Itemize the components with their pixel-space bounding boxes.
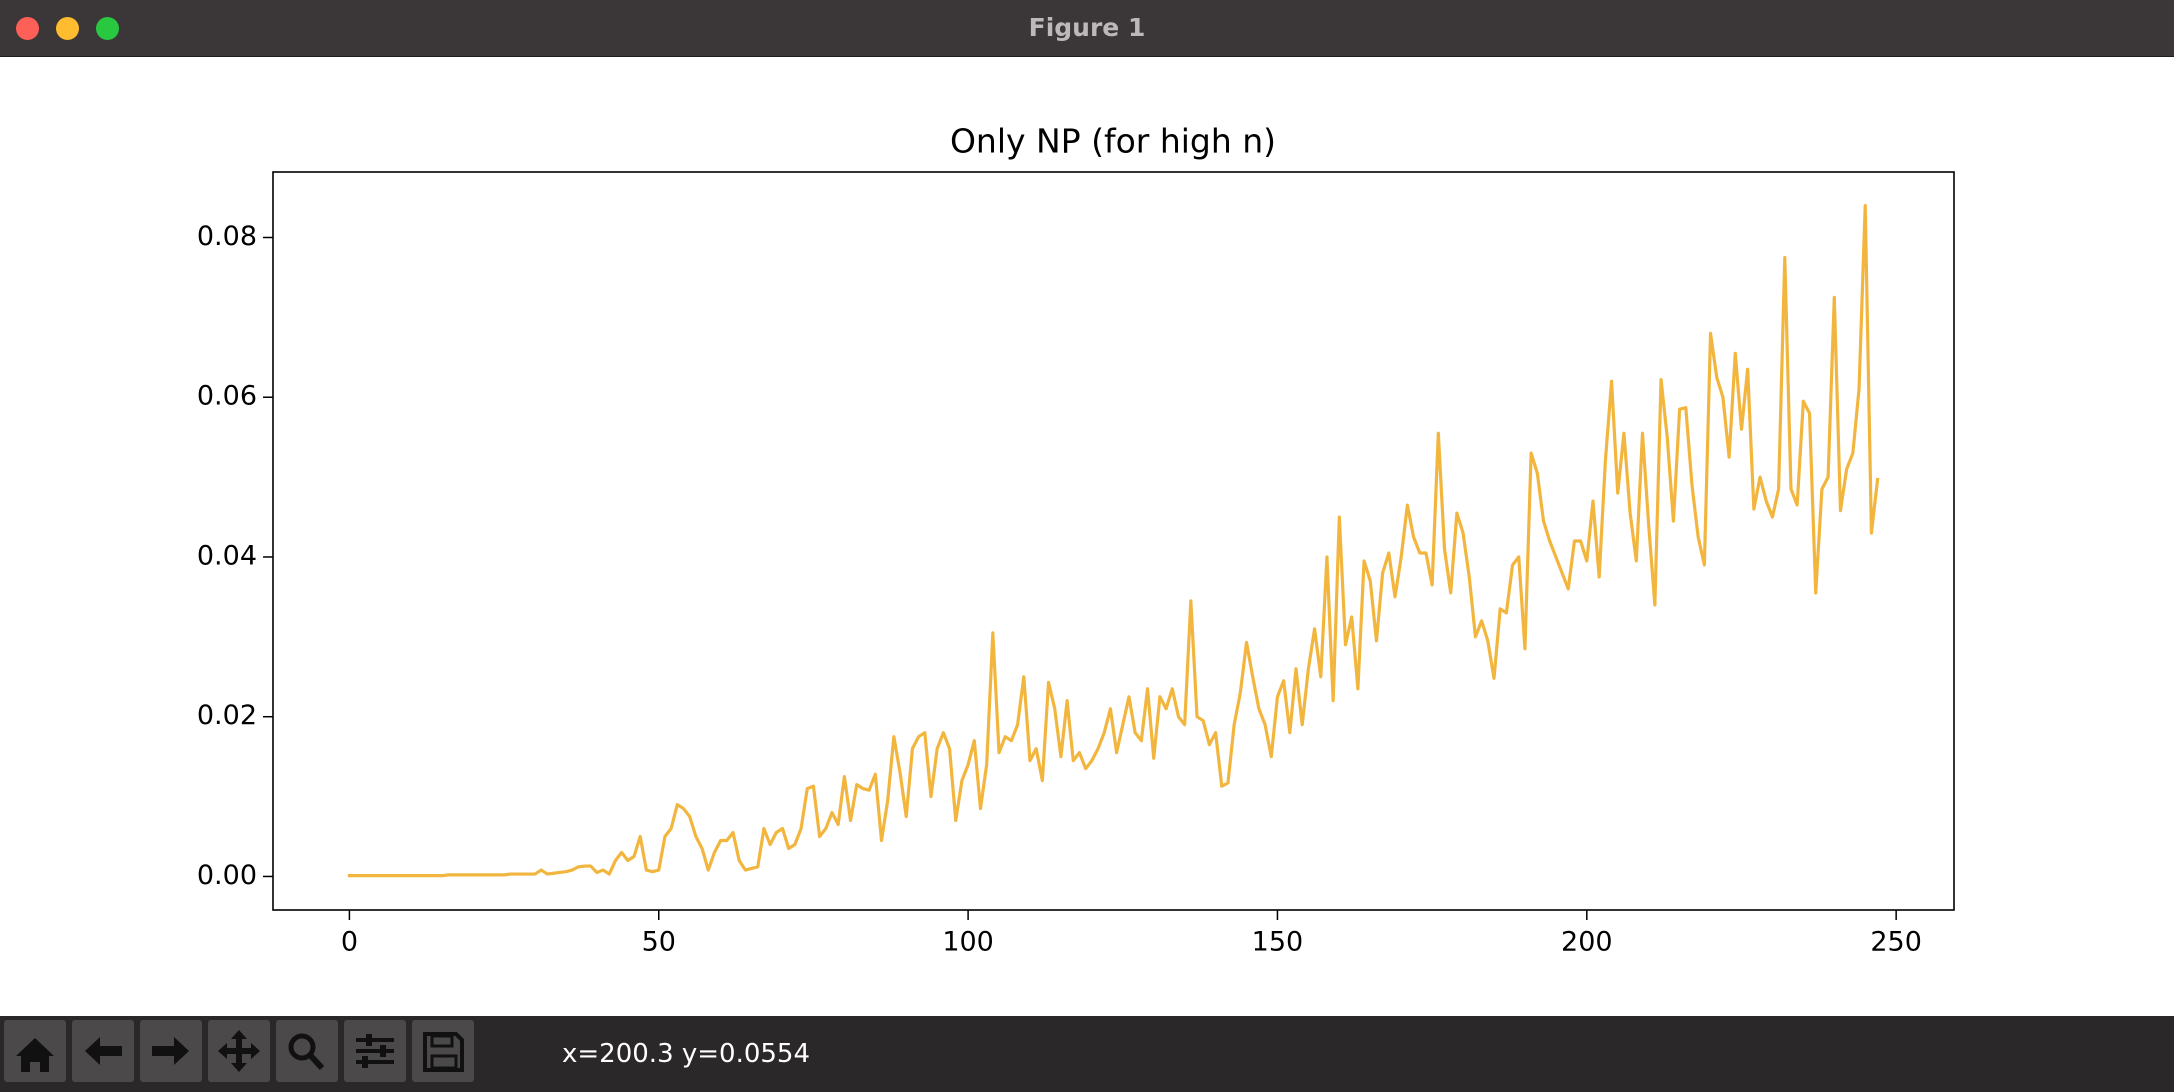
toolbar: x=200.3 y=0.0554	[0, 1016, 2174, 1092]
x-tick-label: 100	[942, 927, 994, 958]
title-bar: Figure 1	[0, 0, 2174, 57]
toolbar-buttons	[4, 1020, 474, 1082]
status-text: x=200.3 y=0.0554	[562, 1039, 811, 1069]
y-tick-label: 0.08	[197, 221, 257, 252]
x-tick-label: 50	[642, 927, 676, 958]
y-tick-label: 0.06	[197, 381, 257, 412]
chart-title: Only NP (for high n)	[950, 122, 1276, 161]
zoom-button[interactable]	[96, 17, 119, 40]
close-button[interactable]	[16, 17, 39, 40]
chart: Only NP (for high n) 0.00 0.02 0.04 0.06 0.0…	[197, 122, 1955, 958]
x-tick-label: 0	[341, 927, 358, 958]
minimize-button[interactable]	[56, 17, 79, 40]
y-tick-label: 0.00	[197, 860, 257, 891]
y-tick-label: 0.04	[197, 540, 257, 571]
data-line	[347, 203, 1880, 878]
window-title: Figure 1	[1028, 13, 1146, 42]
zoom-tool-button[interactable]	[276, 1020, 338, 1082]
plot-frame	[272, 171, 1955, 911]
y-tick-label: 0.02	[197, 700, 257, 731]
save-button[interactable]	[412, 1020, 474, 1082]
x-tick-label: 150	[1252, 927, 1304, 958]
x-tick-label: 250	[1870, 927, 1922, 958]
x-tick-label: 200	[1561, 927, 1613, 958]
